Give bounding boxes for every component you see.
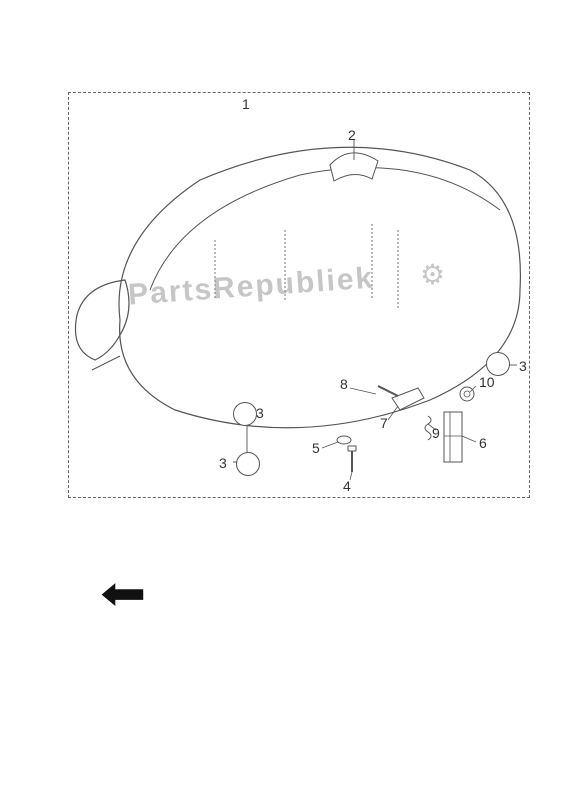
direction-arrow-icon: ⬅ (100, 566, 146, 620)
callout-2: 2 (348, 127, 356, 143)
callout-4: 4 (343, 478, 351, 494)
callout-8: 8 (340, 376, 348, 392)
damper-front-left (233, 402, 257, 426)
callout-7: 7 (380, 415, 388, 431)
callout-3b: 3 (256, 405, 264, 421)
damper-front-lower (236, 452, 260, 476)
callout-1: 1 (242, 96, 250, 112)
seat-lineart (0, 0, 579, 800)
callout-3c: 3 (219, 455, 227, 471)
callout-3a: 3 (519, 358, 527, 374)
callout-9: 9 (432, 425, 440, 441)
callout-10: 10 (479, 374, 495, 390)
damper-rear-right (486, 352, 510, 376)
callout-6: 6 (479, 435, 487, 451)
callout-5: 5 (312, 440, 320, 456)
